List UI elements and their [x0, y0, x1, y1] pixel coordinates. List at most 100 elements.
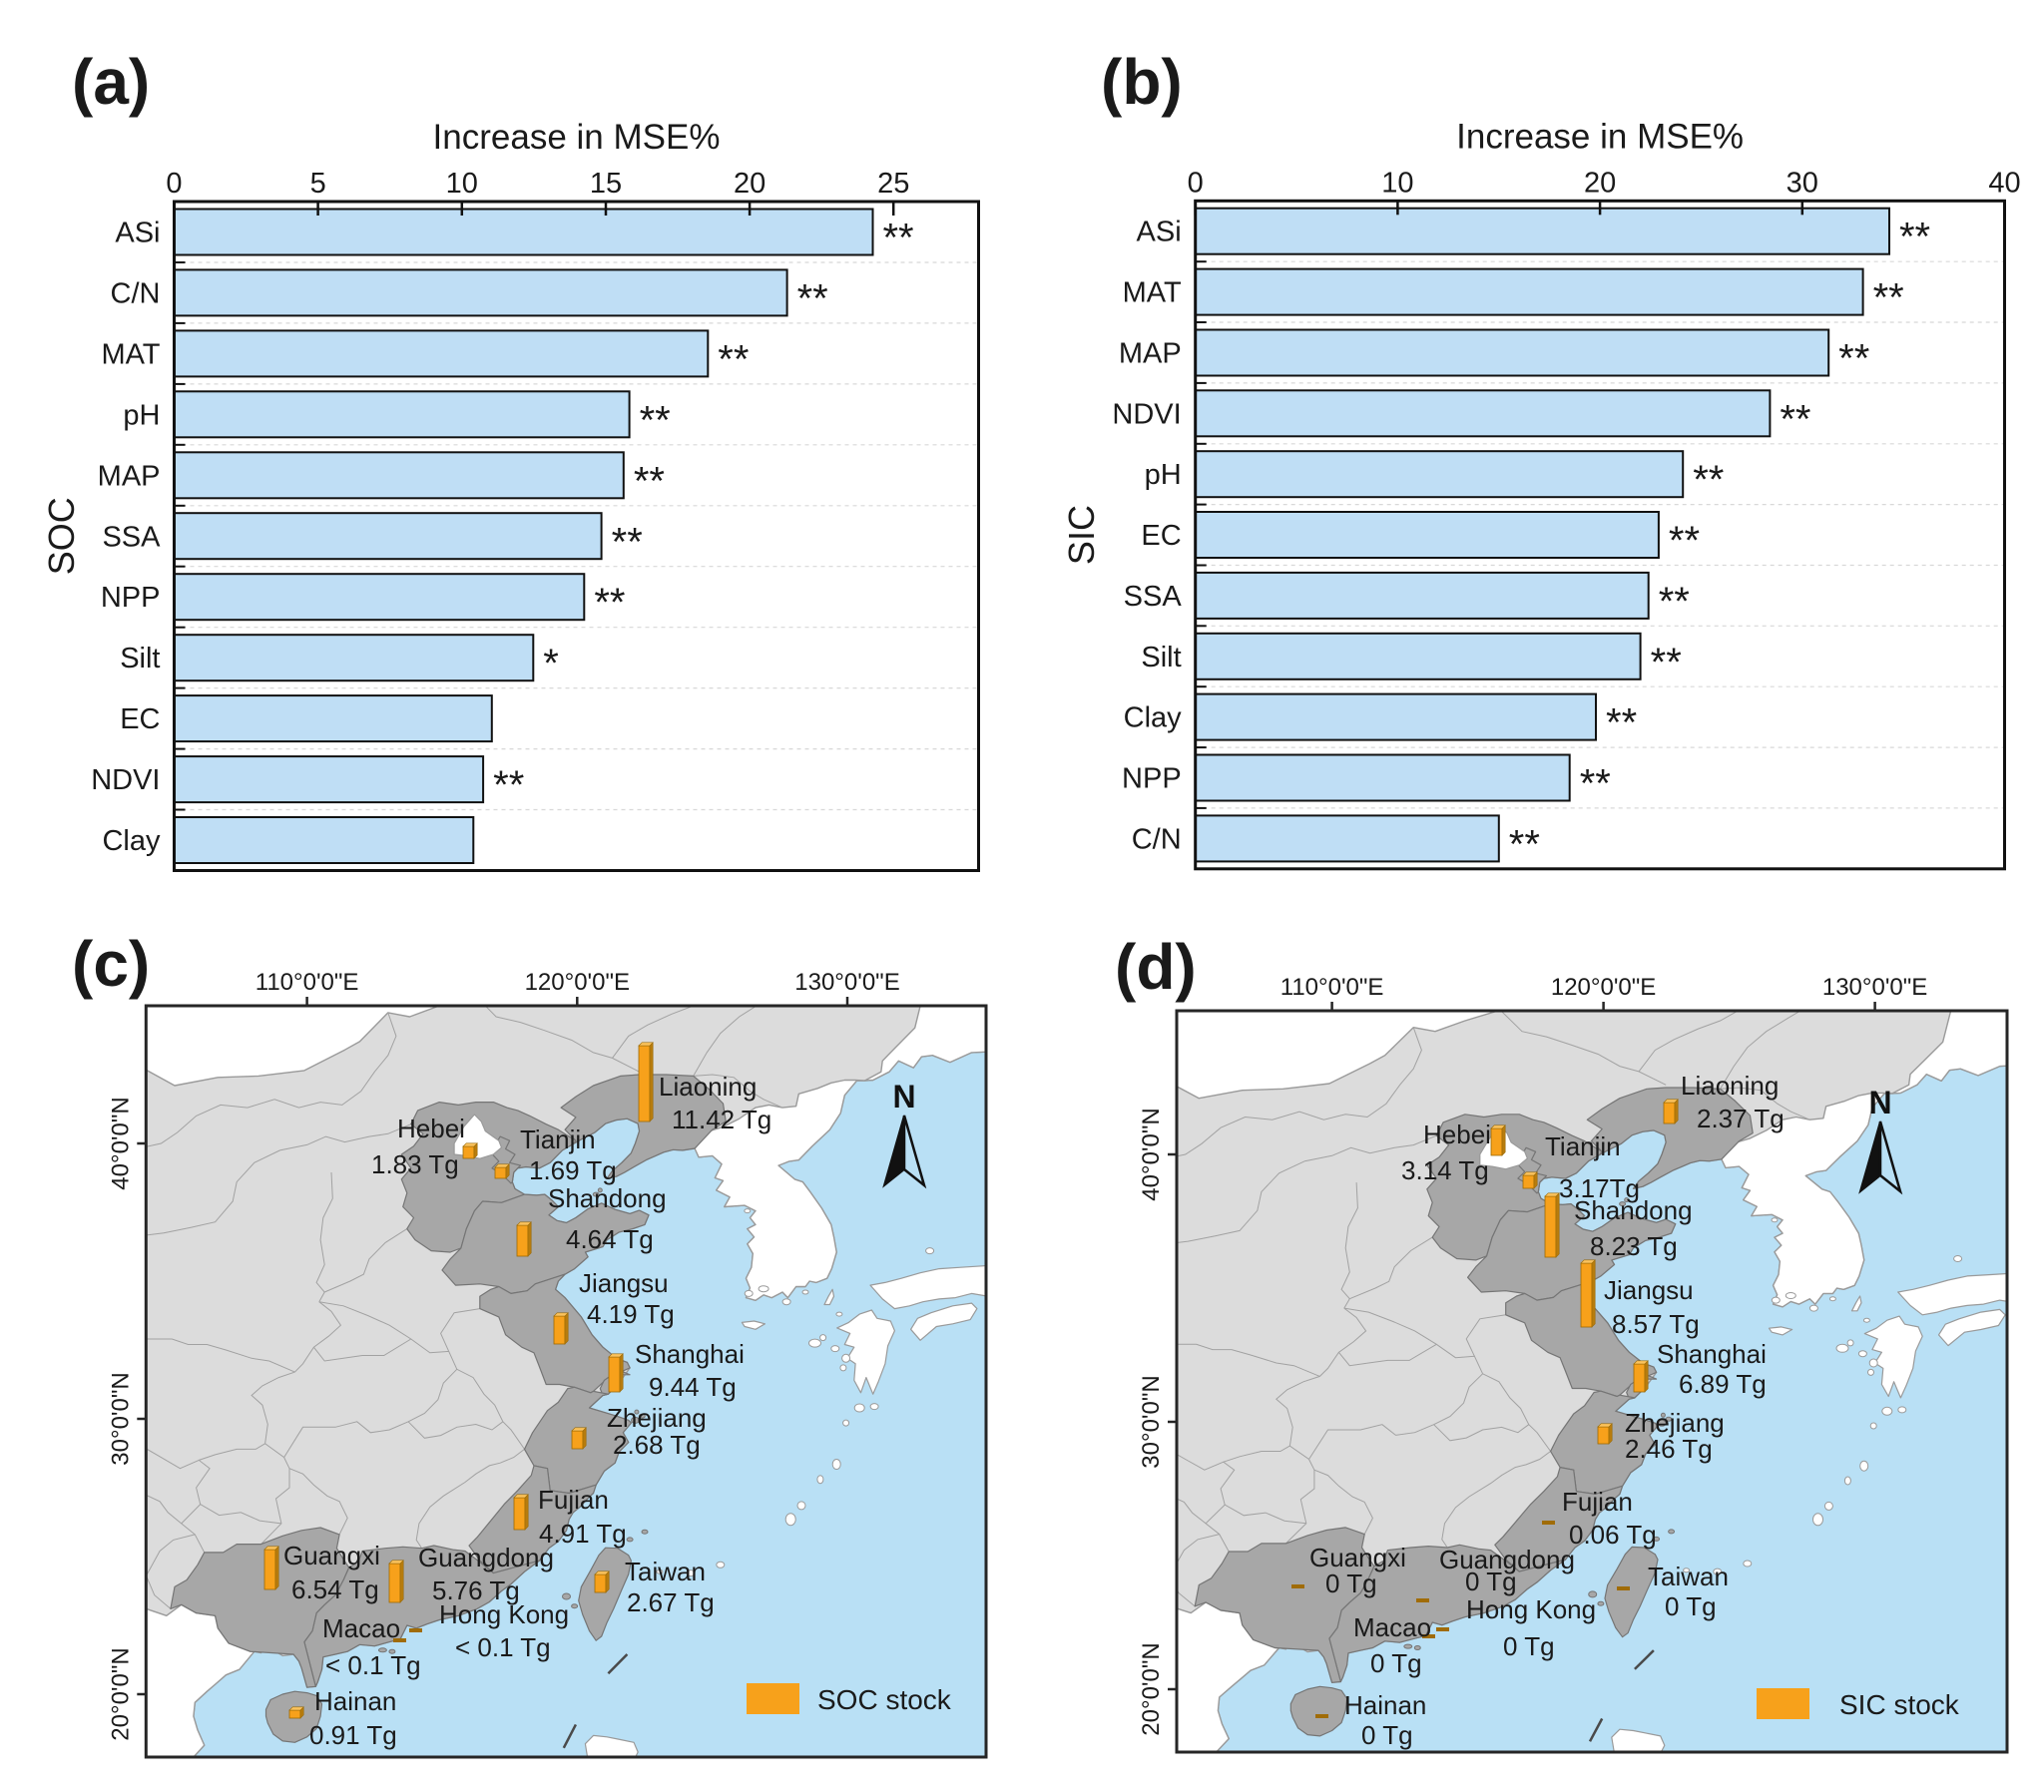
svg-text:25: 25: [877, 168, 909, 200]
svg-text:SSA: SSA: [1124, 581, 1183, 613]
svg-text:**: **: [1580, 762, 1611, 806]
svg-text:0 Tg: 0 Tg: [1465, 1567, 1517, 1596]
svg-text:**: **: [797, 276, 828, 320]
svg-text:20°0'0"N: 20°0'0"N: [1138, 1642, 1165, 1735]
svg-text:2.67 Tg: 2.67 Tg: [627, 1587, 715, 1617]
svg-text:NPP: NPP: [1122, 763, 1182, 795]
svg-text:Guangdong: Guangdong: [418, 1543, 554, 1572]
svg-text:Zhejiang: Zhejiang: [607, 1403, 707, 1433]
svg-text:2.46 Tg: 2.46 Tg: [1625, 1434, 1713, 1464]
svg-text:**: **: [1509, 822, 1540, 866]
svg-text:Tianjin: Tianjin: [520, 1124, 596, 1154]
svg-text:**: **: [493, 763, 524, 807]
svg-text:30°0'0"N: 30°0'0"N: [107, 1372, 134, 1465]
svg-text:MAP: MAP: [98, 460, 161, 492]
svg-text:Clay: Clay: [1124, 702, 1183, 734]
svg-text:10: 10: [446, 168, 478, 200]
svg-text:4.91 Tg: 4.91 Tg: [539, 1519, 627, 1549]
svg-text:Hainan: Hainan: [1344, 1690, 1426, 1720]
svg-text:Liaoning: Liaoning: [1681, 1071, 1779, 1101]
svg-text:Hainan: Hainan: [314, 1686, 396, 1716]
svg-text:1.69 Tg: 1.69 Tg: [529, 1155, 617, 1185]
svg-text:Silt: Silt: [1141, 642, 1181, 673]
svg-text:Zhejiang: Zhejiang: [1625, 1408, 1725, 1438]
svg-text:NPP: NPP: [101, 582, 161, 614]
svg-text:20: 20: [734, 168, 766, 200]
svg-text:Shanghai: Shanghai: [1657, 1339, 1767, 1369]
svg-text:Tianjin: Tianjin: [1545, 1131, 1621, 1161]
svg-text:40°0'0"N: 40°0'0"N: [107, 1097, 134, 1189]
svg-text:< 0.1 Tg: < 0.1 Tg: [325, 1650, 421, 1680]
svg-text:Hong Kong: Hong Kong: [439, 1599, 569, 1629]
svg-text:20: 20: [1584, 167, 1616, 199]
svg-text:**: **: [1838, 336, 1869, 380]
svg-text:Shandong: Shandong: [1574, 1195, 1693, 1225]
svg-text:5: 5: [310, 168, 326, 200]
svg-text:**: **: [718, 337, 749, 381]
svg-text:**: **: [640, 398, 671, 442]
svg-text:**: **: [634, 459, 665, 503]
svg-text:Hong Kong: Hong Kong: [1466, 1594, 1596, 1624]
svg-text:11.42 Tg: 11.42 Tg: [672, 1105, 771, 1134]
svg-text:5.76 Tg: 5.76 Tg: [432, 1575, 520, 1605]
svg-text:20°0'0"N: 20°0'0"N: [107, 1647, 134, 1740]
svg-text:EC: EC: [120, 703, 160, 735]
svg-text:120°0'0"E: 120°0'0"E: [1551, 974, 1656, 1001]
svg-text:EC: EC: [1141, 520, 1181, 552]
svg-text:< 0.1 Tg: < 0.1 Tg: [455, 1632, 551, 1662]
svg-text:(a): (a): [72, 46, 150, 118]
svg-text:**: **: [1669, 519, 1700, 563]
svg-text:Fujian: Fujian: [538, 1485, 609, 1515]
svg-text:Shandong: Shandong: [548, 1183, 667, 1213]
svg-text:SSA: SSA: [102, 521, 161, 553]
svg-text:C/N: C/N: [1132, 823, 1182, 855]
svg-text:*: *: [543, 642, 559, 685]
svg-text:4.64 Tg: 4.64 Tg: [566, 1224, 654, 1254]
svg-text:30: 30: [1787, 167, 1818, 199]
svg-text:C/N: C/N: [111, 277, 161, 309]
svg-text:10: 10: [1381, 167, 1413, 199]
svg-text:3.17Tg: 3.17Tg: [1559, 1173, 1640, 1203]
svg-text:3.14 Tg: 3.14 Tg: [1401, 1155, 1489, 1185]
svg-text:Jiangsu: Jiangsu: [579, 1268, 669, 1298]
svg-text:**: **: [1693, 458, 1724, 502]
svg-text:Guangdong: Guangdong: [1439, 1545, 1575, 1574]
svg-text:MAT: MAT: [1123, 277, 1182, 309]
svg-text:1.83 Tg: 1.83 Tg: [371, 1149, 459, 1179]
svg-text:SIC stock: SIC stock: [1839, 1689, 1960, 1720]
svg-text:30°0'0"N: 30°0'0"N: [1138, 1375, 1165, 1468]
svg-text:**: **: [1651, 641, 1682, 684]
svg-text:0.06 Tg: 0.06 Tg: [1569, 1520, 1657, 1550]
svg-text:(b): (b): [1101, 46, 1183, 118]
svg-text:Increase in MSE%: Increase in MSE%: [1456, 117, 1744, 156]
svg-text:Increase in MSE%: Increase in MSE%: [433, 118, 721, 157]
svg-text:0 Tg: 0 Tg: [1665, 1591, 1717, 1621]
svg-text:**: **: [1659, 580, 1690, 624]
svg-text:Taiwan: Taiwan: [1648, 1562, 1729, 1591]
svg-text:**: **: [1606, 701, 1637, 745]
svg-text:4.19 Tg: 4.19 Tg: [587, 1299, 675, 1329]
svg-text:130°0'0"E: 130°0'0"E: [794, 969, 899, 996]
svg-text:130°0'0"E: 130°0'0"E: [1822, 974, 1927, 1001]
svg-text:Shanghai: Shanghai: [635, 1339, 745, 1369]
svg-text:SOC: SOC: [41, 497, 82, 575]
svg-text:ASi: ASi: [115, 217, 160, 248]
svg-text:SIC: SIC: [1061, 505, 1102, 565]
svg-text:NDVI: NDVI: [91, 764, 160, 796]
svg-text:**: **: [882, 216, 913, 259]
svg-text:2.68 Tg: 2.68 Tg: [613, 1430, 701, 1460]
svg-text:110°0'0"E: 110°0'0"E: [1280, 974, 1384, 1001]
svg-text:Hebei: Hebei: [1423, 1120, 1491, 1149]
svg-text:SOC stock: SOC stock: [817, 1684, 952, 1715]
svg-text:15: 15: [590, 168, 622, 200]
svg-text:0 Tg: 0 Tg: [1503, 1631, 1555, 1661]
svg-text:0 Tg: 0 Tg: [1325, 1568, 1377, 1598]
svg-text:pH: pH: [1145, 459, 1182, 491]
svg-text:120°0'0"E: 120°0'0"E: [525, 969, 630, 996]
svg-text:0: 0: [1188, 167, 1204, 199]
svg-text:110°0'0"E: 110°0'0"E: [256, 969, 359, 996]
svg-text:9.44 Tg: 9.44 Tg: [649, 1372, 737, 1402]
svg-text:(c): (c): [72, 928, 150, 1000]
svg-text:8.23 Tg: 8.23 Tg: [1590, 1231, 1678, 1261]
svg-text:**: **: [1873, 276, 1904, 320]
